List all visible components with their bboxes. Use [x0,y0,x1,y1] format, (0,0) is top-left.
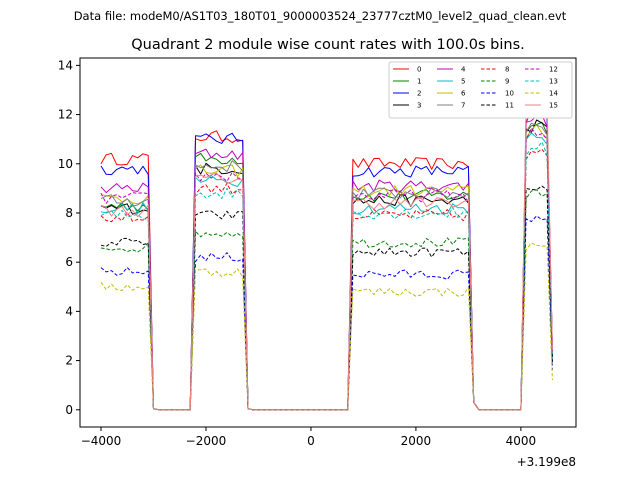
legend-label-12: 12 [549,66,558,74]
y-tick-label: 14 [58,58,73,72]
x-tick-label: −2000 [186,434,227,448]
legend-label-13: 13 [549,78,558,86]
series-line-15 [100,97,553,411]
legend-frame [388,61,573,119]
legend-label-7: 7 [461,102,465,110]
x-tick-label: −4000 [81,434,122,448]
y-tick-label: 10 [58,157,73,171]
chart-title: Quadrant 2 module wise count rates with … [131,37,525,53]
legend-label-15: 15 [549,102,558,110]
series-layer [100,97,553,411]
y-tick-label: 6 [65,255,73,269]
x-tick-label: 0 [307,434,315,448]
x-tick-label: 2000 [401,434,432,448]
plot-frame [79,57,577,428]
legend-label-8: 8 [505,66,509,74]
legend-label-6: 6 [461,90,466,98]
y-tick-label: 2 [65,354,73,368]
legend-label-10: 10 [505,90,514,98]
y-axis: 0 2 4 6 8 10 12 14 [58,58,80,417]
chart-suptitle: Data file: modeM0/AS1T03_180T01_90000035… [74,9,567,23]
x-tick-label: 4000 [506,434,537,448]
y-tick-label: 12 [58,108,73,122]
x-offset-label: +3.199e8 [517,455,576,469]
legend-label-11: 11 [505,102,514,110]
y-tick-label: 0 [65,403,73,417]
x-axis: −4000 −2000 0 2000 4000 [81,427,536,448]
legend-label-3: 3 [417,102,421,110]
y-tick-label: 8 [65,206,73,220]
plot-area [80,58,576,427]
legend-label-4: 4 [461,66,466,74]
y-tick-label: 4 [65,304,73,318]
legend-label-9: 9 [505,78,509,86]
legend-label-0: 0 [417,66,421,74]
legend-label-2: 2 [417,90,421,98]
legend-label-1: 1 [417,78,421,86]
legend-label-5: 5 [461,78,465,86]
legend-label-14: 14 [549,90,558,98]
